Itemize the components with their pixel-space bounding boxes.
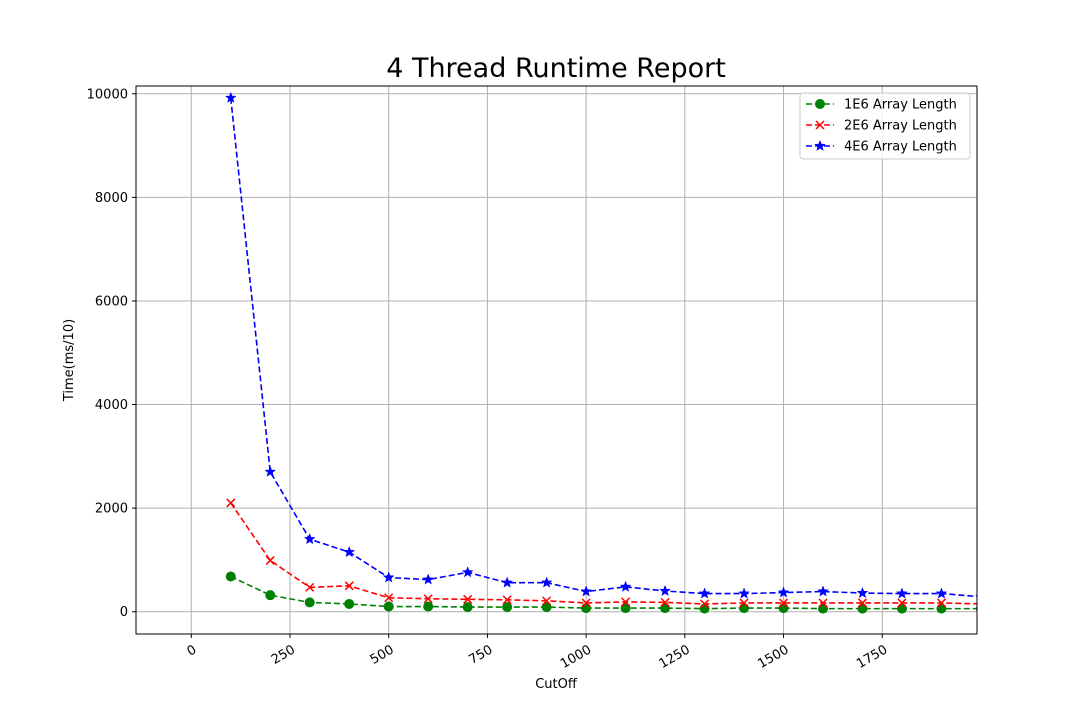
data-point: [818, 598, 828, 608]
x-tick-label: 250: [269, 642, 298, 667]
plot-frame: [135, 85, 978, 635]
data-point: [264, 465, 277, 477]
data-point: [226, 498, 236, 508]
data-point: [265, 590, 276, 601]
y-tick-label: 4000: [95, 398, 128, 413]
data-point: [619, 580, 632, 592]
data-point: [620, 603, 631, 614]
legend-label: 1E6 Array Length: [844, 98, 957, 113]
data-point: [423, 601, 434, 612]
series-line: [230, 575, 977, 610]
data-point: [343, 545, 356, 558]
series-2: [226, 498, 977, 609]
data-point: [501, 576, 514, 588]
data-point: [976, 599, 977, 609]
data-point: [935, 587, 948, 599]
legend-marker: [815, 120, 825, 130]
data-point: [699, 603, 710, 614]
data-point: [896, 587, 908, 599]
data-point: [461, 566, 474, 578]
data-point: [265, 555, 275, 565]
legend: 1E6 Array Length 2E6 Array Length 4E6 Arra…: [799, 92, 971, 160]
data-point: [896, 603, 907, 614]
x-tick-label: 500: [368, 642, 397, 667]
legend-item: 2E6 Array Length: [806, 119, 957, 134]
x-tick-label: 1000: [558, 642, 594, 672]
data-point: [305, 582, 315, 592]
data-point: [936, 603, 947, 614]
legend-label: 4E6 Array Length: [844, 140, 957, 155]
data-point: [502, 602, 513, 613]
series-line: [230, 502, 977, 605]
data-point: [540, 576, 553, 588]
data-point: [422, 573, 435, 585]
data-point: [225, 571, 236, 582]
x-tick-label: 0: [185, 642, 200, 659]
data-point: [936, 598, 946, 608]
data-point: [739, 603, 750, 614]
data-point: [817, 585, 829, 597]
y-tick-label: 0: [120, 605, 128, 620]
y-tick-label: 10000: [87, 87, 128, 102]
chart-title: 4 Thread Runtime Report: [386, 53, 726, 84]
data-point: [382, 571, 395, 583]
data-point: [779, 598, 789, 608]
series-line: [229, 97, 977, 598]
x-tick-label: 1250: [657, 642, 693, 672]
data-point: [580, 585, 593, 597]
legend-marker: [815, 99, 825, 109]
x-axis: 0 250 500 750 1000 1250 1500 1750: [185, 634, 890, 672]
data-point: [621, 597, 631, 607]
data-point: [423, 594, 433, 604]
data-point: [659, 584, 671, 597]
data-point: [542, 596, 552, 606]
data-point: [541, 602, 552, 613]
data-point: [660, 597, 670, 607]
data-point: [897, 598, 907, 608]
data-point: [777, 586, 790, 598]
data-point: [778, 603, 789, 614]
legend-item: 4E6 Array Length: [806, 140, 957, 155]
x-tick-label: 1500: [755, 642, 791, 672]
legend-label: 2E6 Array Length: [844, 119, 957, 134]
data-point: [344, 581, 354, 591]
y-tick-label: 2000: [95, 502, 128, 517]
legend-box: [799, 92, 971, 160]
data-point: [857, 603, 868, 614]
data-point: [857, 598, 868, 608]
data-point: [463, 594, 473, 604]
y-tick-label: 6000: [95, 294, 128, 309]
data-point: [344, 598, 355, 609]
data-point: [462, 602, 473, 613]
data-point: [739, 598, 749, 608]
data-point: [698, 587, 711, 599]
data-point: [383, 601, 394, 612]
y-tick-label: 8000: [95, 191, 128, 206]
data-point: [224, 91, 237, 103]
x-tick-label: 1750: [854, 642, 890, 672]
grid: [136, 86, 977, 634]
data-point: [581, 603, 592, 614]
legend-marker: [814, 139, 826, 152]
series-layer: [224, 91, 977, 614]
legend-item: 1E6 Array Length: [806, 98, 957, 113]
data-point: [700, 599, 710, 609]
series-1: [225, 571, 977, 614]
data-point: [975, 605, 977, 612]
data-point: [502, 595, 512, 605]
series-3: [224, 91, 977, 599]
y-axis-label: Time(ms/10): [62, 319, 77, 402]
data-point: [384, 593, 394, 603]
data-point: [303, 532, 316, 545]
y-axis: 0 2000 4000 6000 8000 10000: [87, 87, 136, 620]
data-point: [660, 603, 671, 614]
x-axis-label: CutOff: [535, 677, 578, 692]
x-tick-label: 750: [466, 642, 495, 667]
data-point: [738, 587, 750, 599]
data-point: [818, 603, 829, 614]
data-point: [856, 586, 869, 599]
data-point: [581, 598, 591, 608]
data-point: [304, 597, 315, 608]
